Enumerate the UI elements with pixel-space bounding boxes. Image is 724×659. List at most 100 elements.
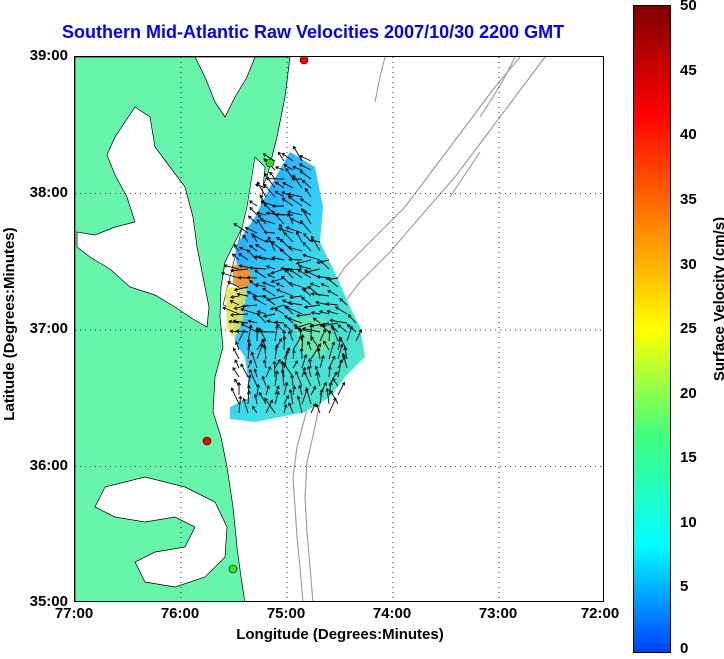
velocity-vector (305, 387, 312, 405)
velocity-vector-head (275, 370, 279, 375)
velocity-vector-head (234, 378, 238, 383)
velocity-vector-head (247, 390, 251, 394)
velocity-vector-head (284, 381, 289, 386)
velocity-vector-head (280, 369, 285, 373)
velocity-vector-head (288, 330, 292, 335)
velocity-vector-head (320, 283, 325, 287)
velocity-vector-head (306, 340, 311, 345)
velocity-vector-head (279, 238, 284, 243)
velocity-vector (335, 306, 348, 315)
velocity-vector-head (241, 304, 245, 309)
velocity-vector-head (281, 153, 286, 157)
colorbar-label: Surface Velocity (cm/s) (711, 216, 724, 382)
velocity-vector-head (248, 324, 253, 329)
velocity-vector-head (291, 349, 296, 354)
velocity-vector-head (238, 253, 243, 257)
velocity-vector-head (282, 335, 287, 340)
velocity-vector-head (287, 301, 292, 305)
velocity-vector-head (282, 182, 287, 186)
velocity-vector-head (309, 238, 314, 243)
velocity-vector-head (292, 165, 296, 170)
x-tick-label: 73:00 (478, 605, 518, 622)
velocity-vector (240, 308, 258, 315)
velocity-vector (337, 360, 342, 378)
y-tick-label: 39:00 (29, 47, 68, 64)
velocity-vector-head (247, 319, 252, 324)
velocity-vector (326, 303, 339, 306)
velocity-vector-head (284, 268, 288, 273)
velocity-vector (302, 242, 312, 252)
velocity-vector-head (303, 371, 308, 375)
velocity-vector (238, 253, 249, 261)
velocity-vector-head (298, 328, 303, 332)
velocity-vector (301, 388, 308, 405)
velocity-vector (315, 366, 321, 378)
velocity-vector-head (299, 347, 304, 352)
velocity-vector (254, 394, 258, 405)
velocity-vector-head (291, 177, 295, 181)
velocity-vector-head (229, 300, 234, 304)
velocity-vector (299, 163, 312, 171)
velocity-vector-head (262, 344, 267, 349)
colorbar-tick: 0 (680, 640, 689, 657)
velocity-vector-head (253, 393, 258, 398)
velocity-vector-head (289, 268, 294, 273)
velocity-vector-head (246, 290, 251, 295)
velocity-vector-head (290, 374, 295, 378)
velocity-vector-head (343, 346, 348, 351)
velocity-vector (285, 168, 294, 180)
velocity-vector (235, 341, 240, 351)
velocity-vector (282, 182, 294, 189)
velocity-vector-head (298, 264, 302, 269)
velocity-vector (264, 398, 276, 414)
velocity-vector (221, 272, 240, 279)
velocity-field (230, 152, 365, 422)
velocity-vector (288, 258, 303, 261)
velocity-vector-head (285, 349, 290, 354)
velocity-vector (328, 366, 331, 378)
velocity-vector (256, 212, 267, 216)
velocity-vector-head (233, 243, 238, 248)
velocity-vector (264, 173, 276, 189)
velocity-vector-head (347, 314, 352, 318)
velocity-vector-head (302, 326, 306, 331)
velocity-vector (243, 398, 249, 414)
velocity-vector-head (277, 227, 282, 232)
velocity-vector-head (292, 385, 297, 390)
map-canvas (75, 57, 603, 601)
velocity-vector-head (278, 338, 283, 342)
velocity-vector (257, 181, 267, 198)
velocity-vector (257, 313, 267, 324)
velocity-vector (327, 290, 339, 297)
velocity-vector (222, 307, 240, 315)
velocity-vector-head (334, 306, 339, 310)
velocity-vector (320, 323, 330, 333)
velocity-vector (278, 228, 294, 234)
velocity-vector-head (302, 241, 307, 246)
velocity-vector-head (299, 155, 304, 159)
velocity-vector-head (250, 233, 255, 238)
y-tick-label: 35:00 (29, 593, 68, 610)
velocity-vector (296, 259, 312, 265)
velocity-vector (275, 166, 285, 171)
velocity-vector (275, 191, 285, 198)
velocity-vector (256, 343, 264, 360)
velocity-vector-head (222, 306, 227, 311)
velocity-vector (276, 282, 285, 288)
velocity-vector (251, 352, 258, 369)
velocity-vector-head (238, 395, 243, 400)
velocity-vector (292, 386, 295, 396)
velocity-vector (307, 366, 312, 378)
velocity-vector-head (302, 253, 307, 258)
velocity-vector-head (254, 283, 259, 287)
velocity-vector-head (251, 405, 256, 410)
velocity-vector (310, 239, 321, 243)
velocity-vector-head (242, 397, 247, 402)
velocity-vector-head (256, 312, 261, 317)
velocity-vector (284, 324, 294, 333)
velocity-vector (247, 343, 251, 360)
velocity-vector-head (262, 314, 267, 318)
velocity-vector-head (270, 270, 275, 275)
velocity-vector-head (258, 327, 262, 332)
velocity-vector (302, 254, 321, 261)
